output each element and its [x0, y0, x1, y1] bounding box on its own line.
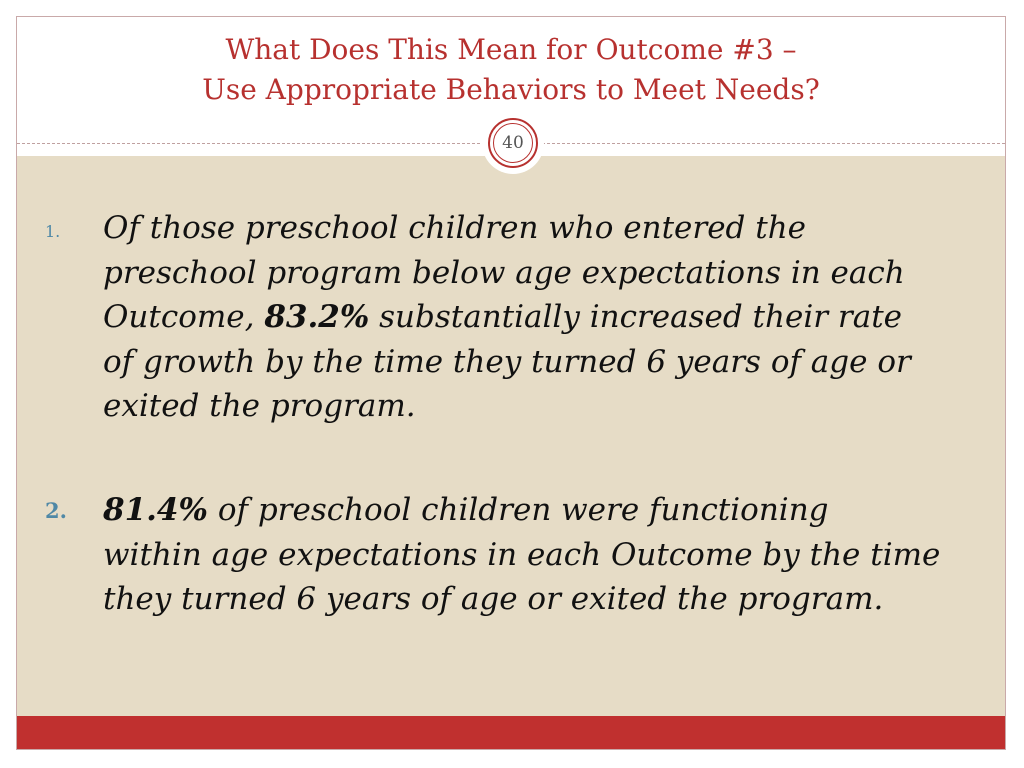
title-line-2: Use Appropriate Behaviors to Meet Needs? — [202, 73, 820, 106]
item-1-line-3-lead: Outcome, — [103, 299, 265, 335]
page-number: 40 — [502, 133, 524, 153]
item-1-line-4: of growth by the time they turned 6 year… — [103, 343, 911, 380]
list-item-text: 81.4% of preschool children were functio… — [103, 488, 1003, 622]
slide-title: What Does This Mean for Outcome #3 – Use… — [17, 30, 1005, 110]
page-number-badge: 40 — [488, 118, 538, 168]
item-2-line-3: they turned 6 years of age or exited the… — [103, 581, 884, 617]
stat-value: 83.2% — [264, 299, 370, 335]
footer-bar — [17, 716, 1005, 749]
stat-value: 81.4% — [103, 492, 208, 528]
slide: What Does This Mean for Outcome #3 – Use… — [16, 16, 1006, 750]
title-line-1: What Does This Mean for Outcome #3 – — [225, 33, 797, 66]
item-2-line-2: within age expectations in each Outcome … — [103, 536, 941, 573]
list-marker: 1. — [45, 222, 61, 241]
item-1-line-2: preschool program below age expectations… — [103, 254, 905, 291]
item-1-line-1: Of those preschool children who entered … — [103, 210, 807, 246]
item-1-line-5: exited the program. — [103, 388, 416, 424]
list-marker: 2. — [45, 498, 67, 523]
content-area — [17, 156, 1005, 716]
item-1-line-3-tail: substantially increased their rate — [369, 299, 903, 335]
list-item-text: Of those preschool children who entered … — [103, 206, 1003, 429]
item-2-line-1-tail: of preschool children were functioning — [207, 492, 829, 528]
